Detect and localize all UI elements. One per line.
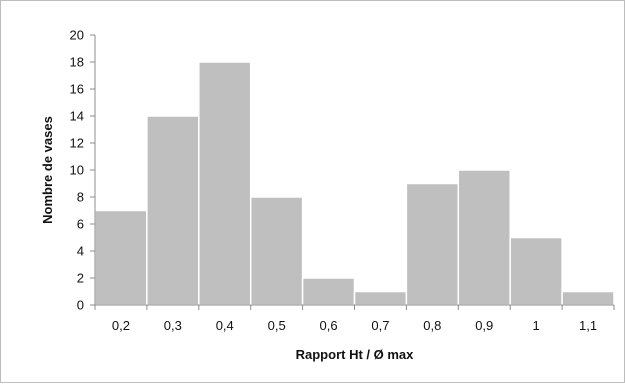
bar-0,6 (301, 277, 356, 306)
x-tick-label: 0,9 (475, 318, 493, 333)
x-tick-label: 0,7 (371, 318, 389, 333)
bars-group (94, 61, 615, 306)
y-axis-title: Nombre de vases (40, 116, 55, 224)
bar-0,7 (353, 290, 408, 306)
bar-0,4 (198, 61, 252, 306)
x-axis-title: Rapport Ht / Ø max (296, 347, 415, 362)
x-tick-label: 0,8 (423, 318, 441, 333)
y-tick-label: 18 (70, 55, 84, 70)
x-tick-label: 1 (533, 318, 540, 333)
x-tick-label: 0,5 (268, 318, 286, 333)
y-tick-group: 0 2 4 6 8 10 12 14 16 18 20 (70, 28, 95, 313)
x-tick-label: 0,3 (164, 318, 182, 333)
x-tick-group: 0,2 0,3 0,4 0,5 0,6 0,7 0,8 0,9 1 1,1 (94, 305, 615, 333)
y-tick-label: 6 (77, 217, 84, 232)
x-tick-label: 0,2 (112, 318, 130, 333)
y-tick-label: 14 (70, 109, 84, 124)
bar-1,1 (561, 290, 615, 306)
y-tick-label: 16 (70, 82, 84, 97)
y-tick-label: 10 (70, 163, 84, 178)
x-tick-label: 0,6 (320, 318, 338, 333)
x-tick-label: 1,1 (579, 318, 597, 333)
bar-0,3 (146, 115, 200, 306)
y-tick-label: 20 (70, 28, 84, 43)
y-tick-label: 0 (77, 298, 84, 313)
bar-0,8 (405, 182, 460, 306)
y-tick-label: 8 (77, 190, 84, 205)
y-tick-label: 2 (77, 271, 84, 286)
bar-0,5 (249, 196, 304, 306)
bar-0,2 (94, 209, 148, 306)
x-tick-label: 0,4 (216, 318, 234, 333)
y-tick-label: 4 (77, 244, 84, 259)
bar-1 (509, 236, 563, 306)
y-tick-label: 12 (70, 136, 84, 151)
bar-0,9 (457, 169, 511, 306)
